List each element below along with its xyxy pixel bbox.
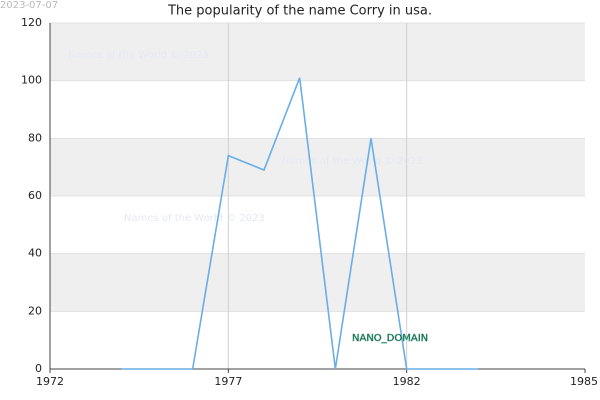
x-tick-label: 1977: [214, 375, 242, 388]
watermark: Names of the World © 2023: [282, 156, 423, 167]
y-tick-label: 100: [21, 74, 42, 87]
y-tick-label: 0: [35, 362, 42, 375]
x-tick-label: 1982: [393, 375, 421, 388]
y-tick-label: 20: [28, 304, 42, 317]
x-tick-label: 1985: [570, 375, 598, 388]
data-line: [121, 77, 478, 370]
y-tick-label: 80: [28, 131, 42, 144]
y-tick-label: 60: [28, 189, 42, 202]
chart-title: The popularity of the name Corry in usa.: [167, 4, 432, 19]
date-stamp: 2023-07-07: [0, 0, 58, 11]
watermark: Names of the World © 2023: [68, 50, 209, 61]
grid-band: [50, 23, 585, 81]
grid-band: [50, 138, 585, 196]
y-tick-label: 40: [28, 247, 42, 260]
grid-band: [50, 253, 585, 312]
x-tick-label: 1972: [36, 375, 64, 388]
y-tick-label: 120: [21, 16, 42, 29]
watermark: Names of the World © 2023: [124, 213, 265, 224]
domain-label: NANO_DOMAIN: [352, 333, 428, 344]
